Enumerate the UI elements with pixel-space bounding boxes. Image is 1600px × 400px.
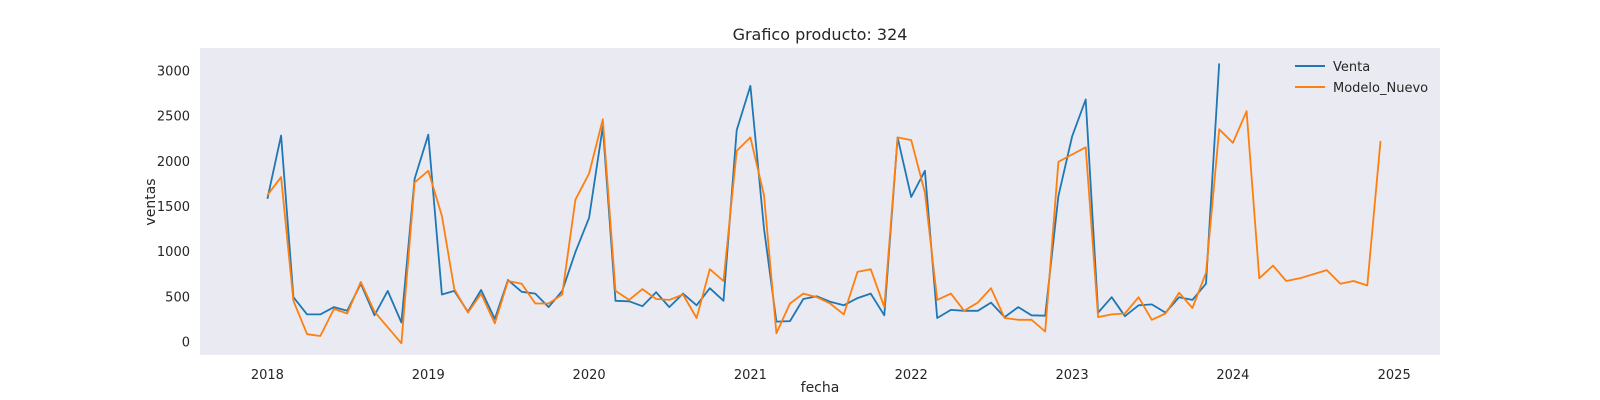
x-tick-label: 2024 bbox=[1216, 368, 1249, 383]
legend-label-modelo-nuevo: Modelo_Nuevo bbox=[1333, 81, 1428, 96]
y-tick-label: 2500 bbox=[157, 110, 190, 125]
y-axis-ticks: 0 500 1000 1500 2000 2500 3000 bbox=[157, 65, 190, 351]
y-tick-label: 0 bbox=[182, 335, 190, 350]
x-tick-label: 2021 bbox=[734, 368, 767, 383]
x-tick-label: 2018 bbox=[251, 368, 284, 383]
series-line-modelo-nuevo bbox=[266, 110, 1382, 345]
plot-area bbox=[200, 48, 1440, 355]
y-tick-label: 3000 bbox=[157, 65, 190, 80]
y-axis-label: ventas bbox=[143, 178, 159, 225]
y-tick-label: 500 bbox=[165, 290, 190, 305]
series-lines bbox=[266, 63, 1382, 345]
x-tick-label: 2019 bbox=[412, 368, 445, 383]
x-axis-ticks: 2018 2019 2020 2021 2022 2023 2024 2025 bbox=[251, 368, 1411, 383]
x-axis-label: fecha bbox=[801, 380, 840, 396]
x-tick-label: 2022 bbox=[895, 368, 928, 383]
legend-label-venta: Venta bbox=[1333, 60, 1370, 75]
series-line-venta bbox=[266, 63, 1221, 324]
chart-title: Grafico producto: 324 bbox=[733, 25, 908, 44]
x-tick-label: 2025 bbox=[1378, 368, 1411, 383]
x-tick-label: 2023 bbox=[1056, 368, 1089, 383]
x-tick-label: 2020 bbox=[573, 368, 606, 383]
y-tick-label: 2000 bbox=[157, 155, 190, 170]
y-tick-label: 1500 bbox=[157, 200, 190, 215]
legend: Venta Modelo_Nuevo bbox=[1295, 60, 1428, 96]
y-tick-label: 1000 bbox=[157, 245, 190, 260]
